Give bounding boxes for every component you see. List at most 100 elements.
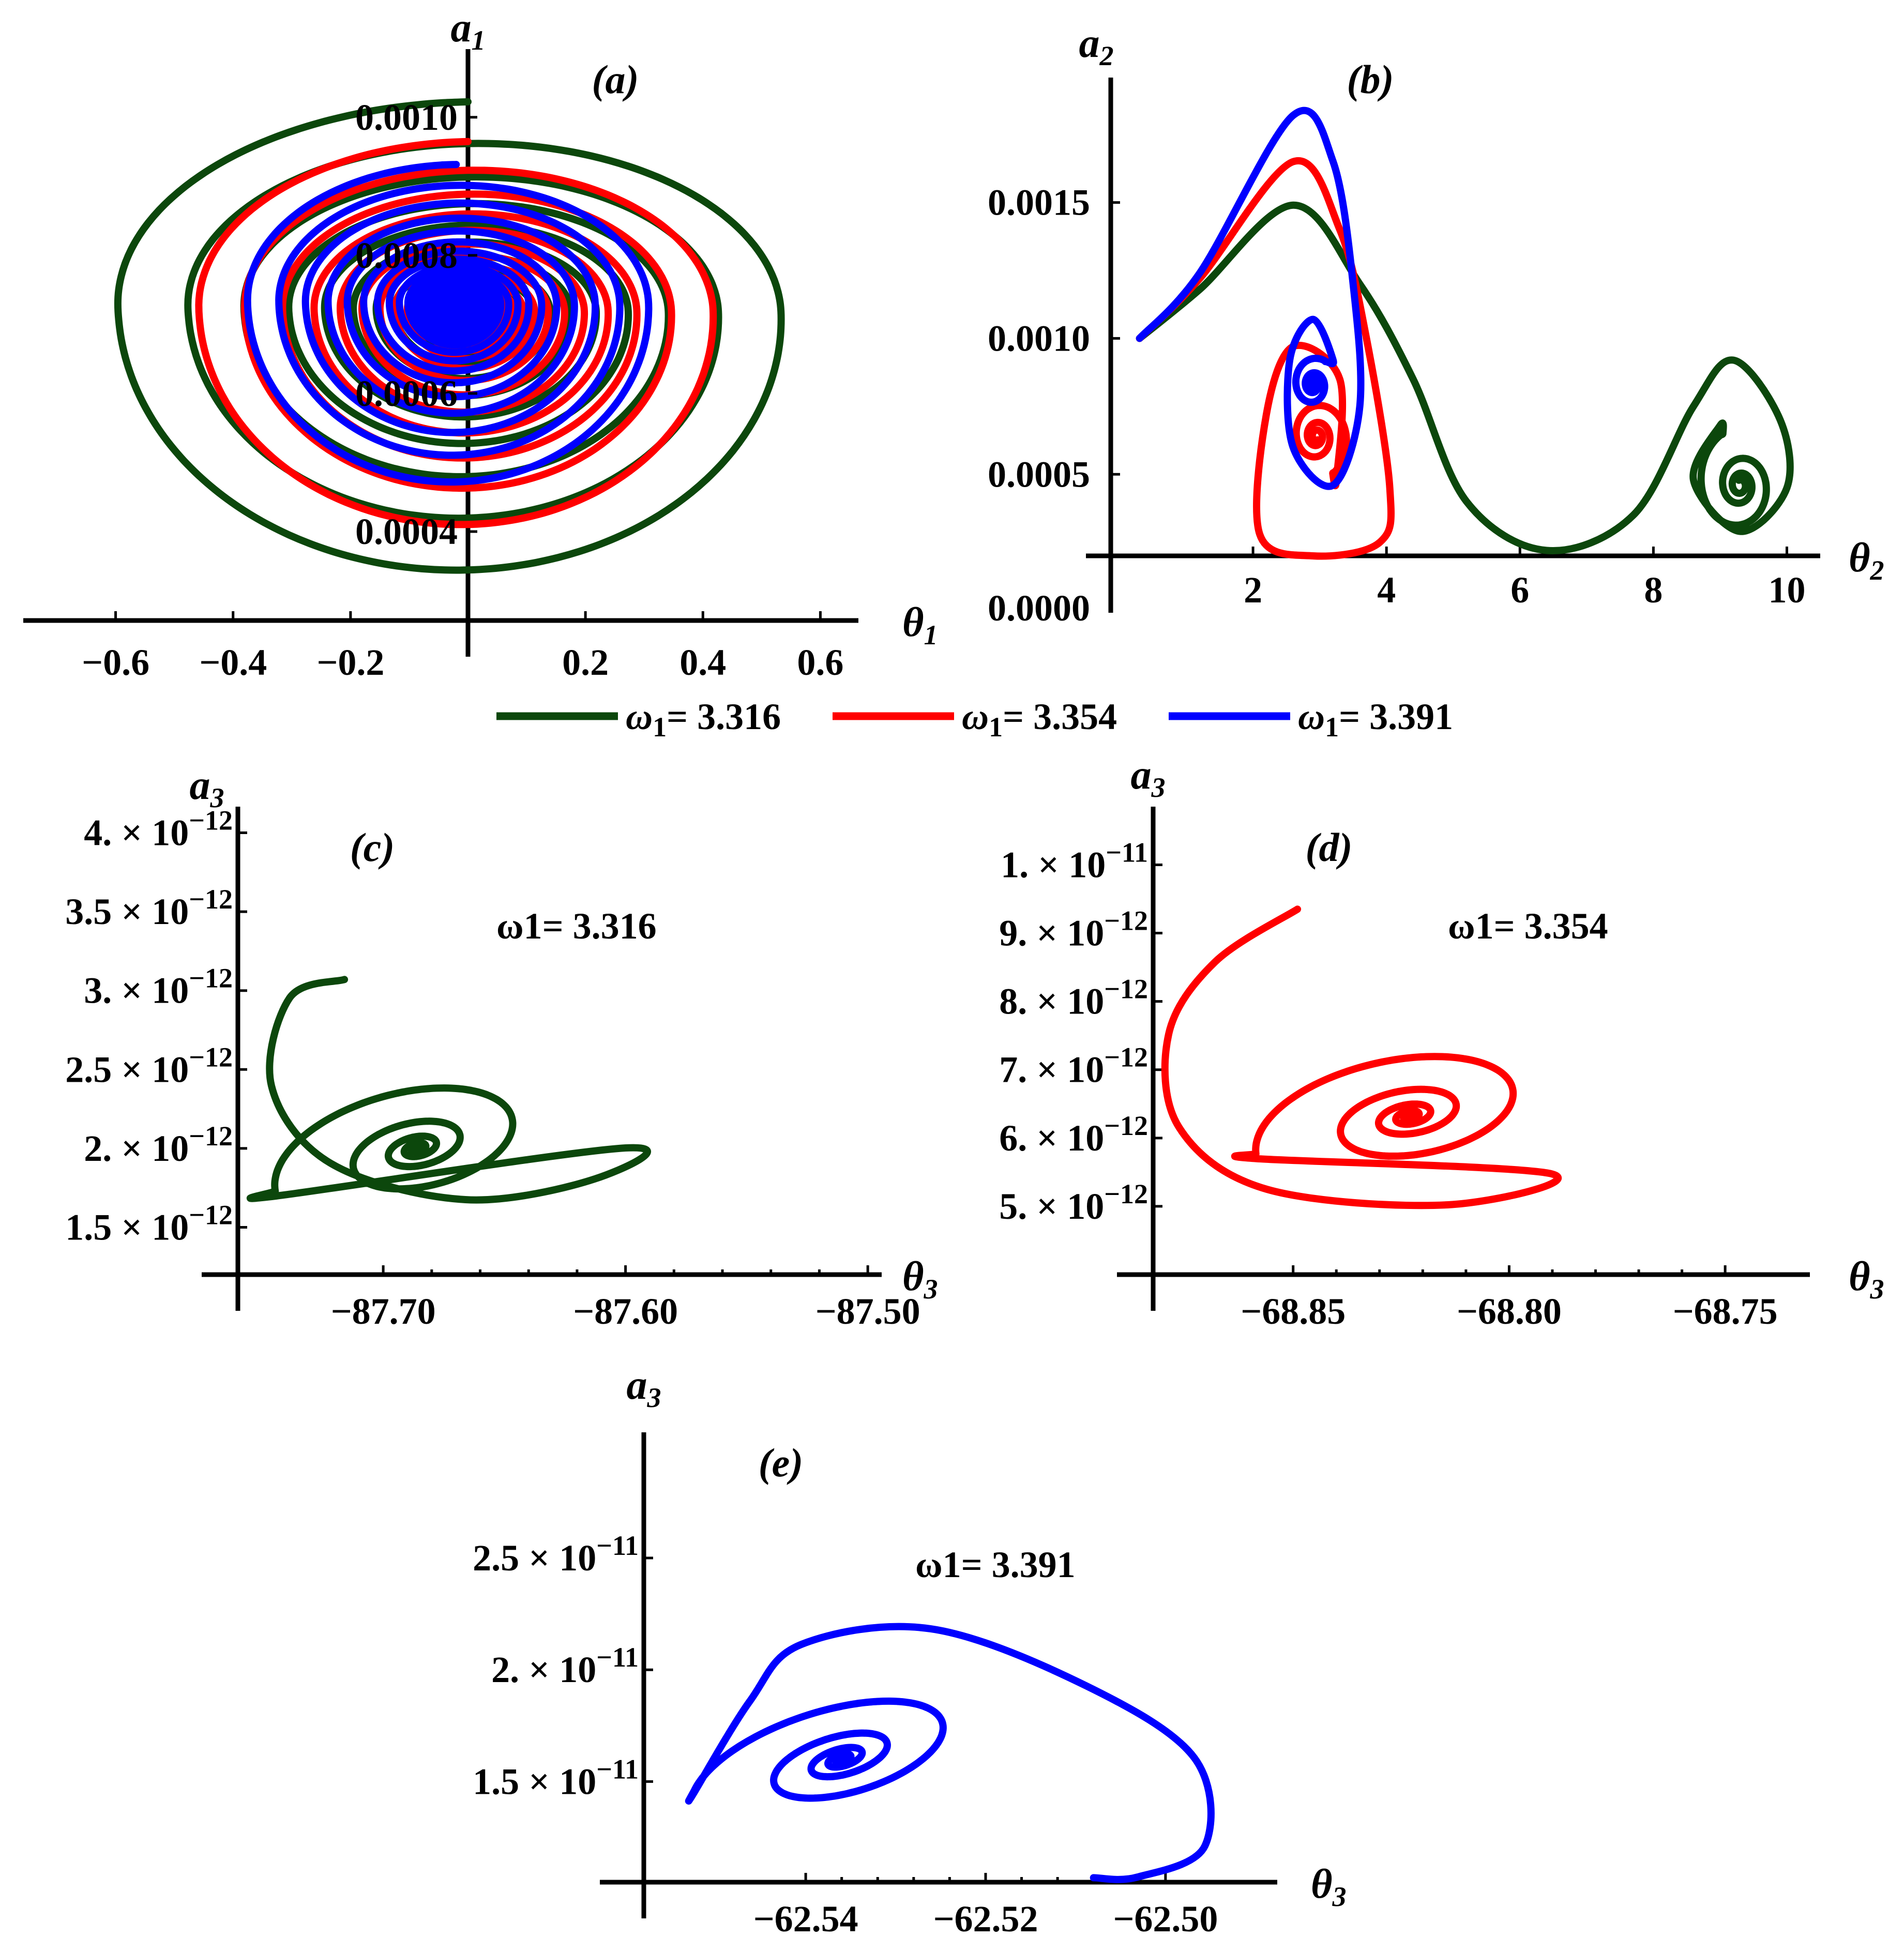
legend-symbol: ω <box>626 696 653 737</box>
y-axis-title-sub: 3 <box>1151 772 1166 803</box>
y-tick-label-exponent: −12 <box>189 1121 233 1152</box>
legend-symbol: ω <box>1298 696 1325 737</box>
x-axis-title-main: θ <box>1849 535 1870 581</box>
spiral-core <box>1402 1109 1417 1124</box>
x-tick-label: −62.52 <box>933 1898 1038 1940</box>
x-axis-title-sub: 3 <box>1332 1881 1347 1912</box>
y-tick-label-exponent: −12 <box>1104 1042 1148 1073</box>
y-tick-label: 5. × 10−12 <box>999 1178 1148 1227</box>
x-axis-title-main: θ <box>1849 1254 1870 1299</box>
y-tick-label: 4. × 10−12 <box>84 805 233 854</box>
series-blue <box>685 1623 1215 1883</box>
x-axis-title-main: θ <box>902 600 924 645</box>
y-tick-label-exponent: −11 <box>596 1753 639 1784</box>
legend-value: = 3.316 <box>667 696 781 737</box>
y-axis-title: a3 <box>1131 752 1166 803</box>
y-tick-label: 2.5 × 10−12 <box>65 1041 233 1090</box>
y-tick-label-exponent: −11 <box>1106 837 1148 868</box>
x-tick-label: −62.50 <box>1113 1898 1218 1940</box>
y-axis-title-main: a <box>1079 21 1100 66</box>
series-red <box>1136 157 1395 560</box>
x-axis-title: θ3 <box>1311 1862 1347 1912</box>
y-tick-label: 3.5 × 10−12 <box>65 884 233 932</box>
y-tick-label: 0.0005 <box>988 453 1090 495</box>
y-tick-label-exponent: −12 <box>189 1199 233 1230</box>
x-axis-title: θ3 <box>902 1254 938 1305</box>
y-tick-label: 0.0004 <box>355 511 458 552</box>
y-tick-label-mantissa: 3.5 × 10 <box>65 891 189 932</box>
series-blue <box>1136 107 1365 490</box>
y-tick-label-exponent: −12 <box>1104 1178 1148 1209</box>
y-tick-label-exponent: −12 <box>189 805 233 836</box>
panel-c: −87.70 −87.60 −87.501.5 × 10−122. × 10−122… <box>65 763 938 1332</box>
x-tick-label: 2 <box>1244 569 1262 611</box>
legend-symbol: ω <box>962 696 989 737</box>
y-axis-title: a3 <box>627 1363 661 1413</box>
panel-label: (a) <box>592 57 639 102</box>
x-tick-label: −0.4 <box>199 642 267 683</box>
legend: ω1= 3.316 ω1= 3.354 ω1= 3.391 <box>496 696 1453 743</box>
y-tick-label-exponent: −12 <box>1104 905 1148 936</box>
x-axis-title: θ1 <box>902 600 938 650</box>
legend-value: = 3.354 <box>1003 696 1117 737</box>
x-tick-label: −68.85 <box>1241 1291 1346 1332</box>
y-tick-label-mantissa: 5. × 10 <box>999 1186 1104 1227</box>
x-tick-label: 0.2 <box>562 642 609 683</box>
x-tick-label: −0.6 <box>82 642 149 683</box>
y-tick-label-mantissa: 8. × 10 <box>999 981 1104 1022</box>
x-axis-title-sub: 1 <box>924 619 938 650</box>
y-tick-label: 1. × 10−11 <box>1001 837 1148 885</box>
y-tick-label: 0.0010 <box>355 97 458 138</box>
y-tick-label: 0.0015 <box>988 182 1090 223</box>
x-tick-label: −68.75 <box>1673 1291 1778 1332</box>
panel-e: −62.54 −62.52 −62.501.5 × 10−112. × 10−112… <box>473 1363 1346 1940</box>
y-axis-title-main: a <box>451 5 472 51</box>
y-axis-title-sub: 1 <box>472 25 486 56</box>
panel-label: (b) <box>1347 57 1394 102</box>
x-tick-label: −68.80 <box>1457 1291 1562 1332</box>
y-tick-label-exponent: −12 <box>189 963 233 994</box>
y-axis-title-main: a <box>1131 752 1152 798</box>
series-green <box>247 976 652 1204</box>
legend-label: ω1= 3.316 <box>626 696 781 743</box>
omega-annotation: ω1= 3.391 <box>915 1544 1076 1585</box>
y-tick-label-mantissa: 4. × 10 <box>84 812 189 854</box>
y-tick-label-mantissa: 3. × 10 <box>84 970 189 1011</box>
spiral-core <box>410 1141 425 1156</box>
y-tick-label-mantissa: 2. × 10 <box>491 1649 596 1690</box>
y-tick-label: 0.0008 <box>355 235 458 276</box>
panel-label: (c) <box>350 825 395 870</box>
legend-label: ω1= 3.354 <box>962 696 1117 743</box>
y-axis-title-main: a <box>190 763 210 808</box>
x-tick-label: −0.2 <box>316 642 384 683</box>
y-axis-title-sub: 2 <box>1099 40 1114 71</box>
y-axis-title: a2 <box>1079 21 1114 71</box>
series-red <box>1161 905 1562 1209</box>
x-axis-title: θ2 <box>1849 535 1884 586</box>
y-tick-label-exponent: −11 <box>596 1530 639 1561</box>
x-axis-title-main: θ <box>1311 1862 1333 1907</box>
y-tick-label: 1.5 × 10−11 <box>473 1753 639 1802</box>
legend-sub: 1 <box>989 712 1003 743</box>
y-tick-label-mantissa: 2.5 × 10 <box>65 1049 189 1090</box>
y-tick-label: 2. × 10−11 <box>491 1642 639 1690</box>
spiral-core <box>425 270 488 338</box>
y-tick-label: 2.5 × 10−11 <box>473 1530 639 1579</box>
x-tick-label: 6 <box>1510 569 1529 611</box>
y-tick-label: 1.5 × 10−12 <box>65 1199 233 1248</box>
y-tick-label-exponent: −12 <box>1104 1110 1148 1141</box>
y-tick-label-mantissa: 1.5 × 10 <box>473 1761 596 1802</box>
y-tick-label: 7. × 10−12 <box>999 1042 1148 1091</box>
x-axis-title-main: θ <box>902 1254 924 1299</box>
y-tick-label-mantissa: 1. × 10 <box>1001 844 1106 885</box>
x-tick-label: −62.54 <box>753 1898 858 1940</box>
legend-sub: 1 <box>1325 712 1339 743</box>
x-tick-label: 8 <box>1644 569 1663 611</box>
y-tick-label-mantissa: 6. × 10 <box>999 1117 1104 1159</box>
y-tick-label: 2. × 10−12 <box>84 1121 233 1169</box>
y-tick-label: 0.0006 <box>355 373 458 414</box>
x-tick-label: 10 <box>1768 569 1805 611</box>
x-tick-label: 4 <box>1377 569 1396 611</box>
